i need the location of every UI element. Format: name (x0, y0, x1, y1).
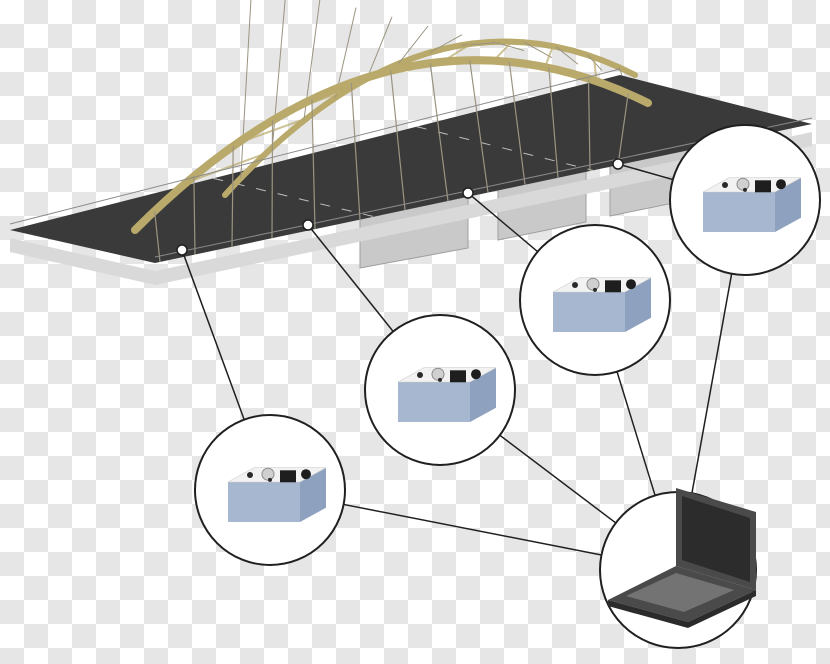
sensor-node (365, 315, 515, 465)
edge (692, 274, 732, 493)
diagram-svg (0, 0, 830, 664)
sensor-node (195, 415, 345, 565)
edge (617, 372, 655, 496)
diagram-canvas (0, 0, 830, 664)
bridge-anchor (613, 159, 623, 169)
edge (184, 255, 244, 420)
edge (344, 504, 602, 555)
bridge-anchor (177, 245, 187, 255)
laptop-node (600, 488, 756, 648)
edge (500, 435, 616, 523)
sensor-node (520, 225, 670, 375)
bridge-anchor (303, 220, 313, 230)
sensor-node (670, 125, 820, 275)
bridge-anchor (463, 188, 473, 198)
